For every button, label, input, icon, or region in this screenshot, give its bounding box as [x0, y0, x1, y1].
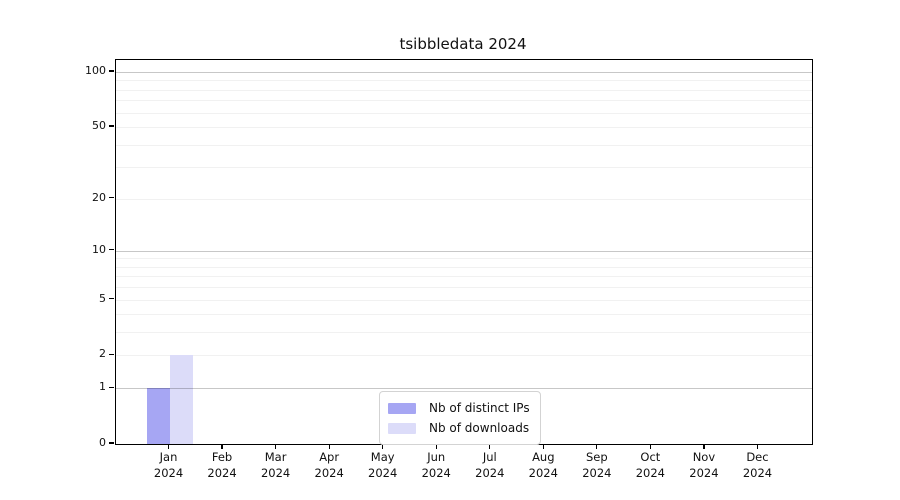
x-tick-mark-sep [596, 444, 598, 449]
x-tick-label-nov: Nov 2024 [676, 450, 732, 481]
gridline-major-100 [116, 72, 812, 73]
chart-title: tsibbledata 2024 [399, 35, 527, 53]
legend-label-downloads: Nb of downloads [429, 421, 530, 435]
x-tick-month-jul: Jul [482, 450, 497, 464]
plot-area: Nb of distinct IPs Nb of downloads [115, 59, 813, 445]
gridline-minor-70 [116, 100, 812, 102]
x-tick-mark-aug [542, 444, 544, 449]
x-tick-month-oct: Oct [640, 450, 661, 464]
y-tick-label-1: 1 [99, 380, 106, 394]
gridline-minor-30 [116, 167, 812, 169]
x-tick-month-dec: Dec [746, 450, 769, 464]
y-tick-label-5: 5 [99, 291, 106, 305]
x-tick-label-sep: Sep 2024 [569, 450, 625, 481]
x-tick-month-sep: Sep [586, 450, 608, 464]
x-tick-year-aug: 2024 [528, 465, 558, 480]
x-tick-mark-feb [221, 444, 223, 449]
gridline-minor-4 [116, 314, 812, 316]
x-tick-month-jun: Jun [427, 450, 446, 464]
x-tick-label-jun: Jun 2024 [408, 450, 464, 481]
x-tick-mark-nov [703, 444, 705, 449]
x-tick-month-may: May [370, 450, 395, 464]
x-tick-year-jan: 2024 [153, 465, 184, 480]
x-tick-month-apr: Apr [319, 450, 340, 464]
bar-nb-of-downloads-jan [169, 355, 193, 444]
x-tick-mark-jan [167, 444, 170, 449]
gridline-minor-90 [116, 80, 812, 82]
gridline-minor-6 [116, 287, 812, 289]
gridline-minor-60 [116, 112, 812, 114]
y-tick-label-10: 10 [92, 242, 106, 256]
gridline-minor-80 [116, 89, 812, 91]
x-tick-year-sep: 2024 [582, 465, 612, 480]
x-tick-year-may: 2024 [368, 465, 398, 480]
x-tick-label-aug: Aug 2024 [515, 450, 571, 481]
x-tick-month-aug: Aug [532, 450, 555, 464]
legend-row-distinct-ips: Nb of distinct IPs [388, 398, 530, 418]
x-tick-mark-apr [328, 444, 330, 449]
legend: Nb of distinct IPs Nb of downloads [379, 391, 541, 445]
y-tick-label-50: 50 [92, 119, 106, 133]
gridline-minor-50 [116, 127, 812, 129]
x-tick-label-jan: Jan 2024 [141, 450, 197, 481]
y-tick-mark-100 [109, 70, 114, 72]
x-tick-label-dec: Dec 2024 [729, 450, 785, 481]
y-tick-mark-10 [109, 249, 114, 251]
x-tick-year-apr: 2024 [314, 465, 344, 480]
x-tick-year-jul: 2024 [475, 465, 505, 480]
y-tick-label-20: 20 [92, 190, 106, 204]
x-tick-label-feb: Feb 2024 [194, 450, 250, 481]
x-tick-year-oct: 2024 [635, 465, 666, 480]
y-tick-mark-1 [109, 386, 114, 388]
y-tick-mark-2 [109, 353, 114, 356]
x-tick-year-jun: 2024 [421, 465, 451, 480]
y-tick-label-0: 0 [99, 436, 106, 449]
x-tick-month-jan: Jan [159, 450, 178, 464]
x-tick-label-apr: Apr 2024 [301, 450, 357, 481]
y-tick-label-2: 2 [99, 347, 106, 361]
x-tick-mark-mar [275, 444, 277, 449]
x-tick-label-jul: Jul 2024 [462, 450, 518, 481]
gridline-minor-7 [116, 276, 812, 278]
gridline-minor-9 [116, 258, 812, 260]
legend-swatch-distinct-ips [388, 402, 416, 414]
gridline-minor-2 [116, 355, 812, 357]
gridline-minor-20 [116, 198, 812, 200]
y-tick-mark-5 [109, 297, 114, 300]
x-tick-year-feb: 2024 [207, 465, 237, 480]
gridline-minor-40 [116, 144, 812, 146]
x-tick-mark-jun [435, 444, 437, 449]
bar-nb-of-distinct-ips-jan [146, 388, 170, 444]
x-tick-label-mar: Mar 2024 [248, 450, 304, 481]
x-tick-year-dec: 2024 [742, 465, 773, 480]
x-tick-mark-may [382, 444, 384, 449]
y-tick-mark-50 [109, 125, 114, 127]
x-tick-label-may: May 2024 [355, 450, 411, 481]
x-tick-year-mar: 2024 [260, 465, 291, 480]
legend-swatch-downloads [388, 422, 416, 434]
x-tick-month-feb: Feb [211, 450, 233, 464]
x-tick-month-nov: Nov [692, 450, 716, 464]
x-tick-year-nov: 2024 [689, 465, 719, 480]
y-tick-mark-0 [109, 442, 114, 444]
gridline-minor-5 [116, 299, 812, 301]
y-tick-mark-20 [109, 196, 114, 199]
x-tick-month-mar: Mar [264, 450, 287, 464]
gridline-major-10 [116, 250, 812, 252]
gridline-minor-3 [116, 332, 812, 334]
gridline-major-1 [116, 388, 812, 390]
legend-label-distinct-ips: Nb of distinct IPs [429, 401, 530, 415]
x-tick-mark-jul [489, 444, 491, 449]
x-tick-label-oct: Oct 2024 [622, 450, 678, 481]
legend-row-downloads: Nb of downloads [388, 418, 530, 438]
gridline-minor-8 [116, 266, 812, 268]
x-tick-mark-oct [649, 444, 651, 449]
x-tick-mark-dec [756, 444, 759, 449]
y-tick-label-100: 100 [85, 64, 106, 77]
